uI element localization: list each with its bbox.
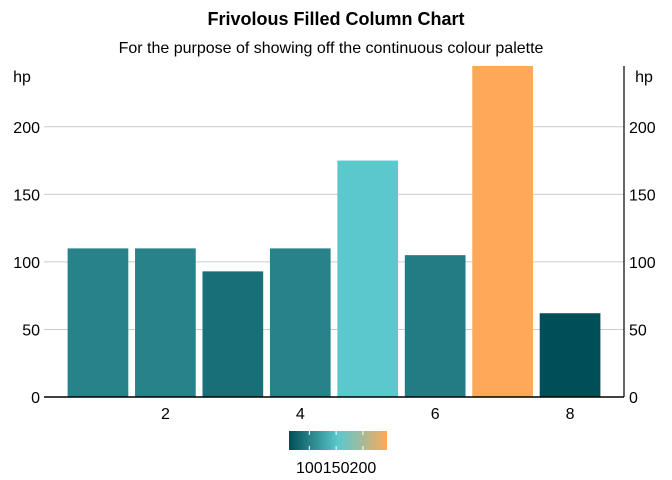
- chart-subtitle: For the purpose of showing off the conti…: [119, 40, 544, 57]
- x-tick-label: 2: [161, 406, 170, 423]
- bar: [539, 313, 601, 397]
- x-tick-label: 6: [431, 406, 440, 423]
- y-tick-label: 100: [13, 255, 40, 272]
- y-tick-label: 0: [31, 390, 40, 407]
- bar: [404, 255, 466, 397]
- y-ticks-right: 0 50 100 150 200: [629, 120, 656, 407]
- colorbar-ticks: 100 150 200: [296, 431, 376, 477]
- gridlines: [44, 126, 624, 330]
- y-tick-label: 200: [13, 120, 40, 137]
- y-tick-label: 50: [629, 322, 647, 339]
- colorbar-tick-label: 200: [350, 460, 377, 477]
- bar: [135, 248, 196, 397]
- bars: [67, 66, 601, 397]
- x-tick-label: 8: [566, 406, 575, 423]
- y-ticks-left: 0 50 100 150 200: [13, 120, 40, 407]
- x-tick-label: 4: [296, 406, 305, 423]
- colorbar-tick-label: 150: [323, 460, 350, 477]
- y-unit-left: hp: [13, 69, 31, 86]
- y-tick-label: 100: [629, 255, 656, 272]
- chart-title: Frivolous Filled Column Chart: [207, 9, 464, 29]
- bar: [337, 160, 399, 397]
- y-tick-label: 0: [629, 390, 638, 407]
- y-unit-right: hp: [635, 69, 653, 86]
- y-tick-label: 150: [13, 187, 40, 204]
- y-tick-label: 50: [22, 322, 40, 339]
- y-tick-label: 200: [629, 120, 656, 137]
- colorbar-tick-label: 100: [296, 460, 323, 477]
- legend-colorbar: 100 150 200: [289, 431, 387, 477]
- colorbar-gradient: [289, 431, 387, 450]
- bar: [202, 271, 264, 397]
- bar: [269, 248, 331, 397]
- bar: [67, 248, 129, 397]
- bar: [472, 66, 533, 397]
- x-ticks: 2 4 6 8: [161, 406, 575, 423]
- y-tick-label: 150: [629, 187, 656, 204]
